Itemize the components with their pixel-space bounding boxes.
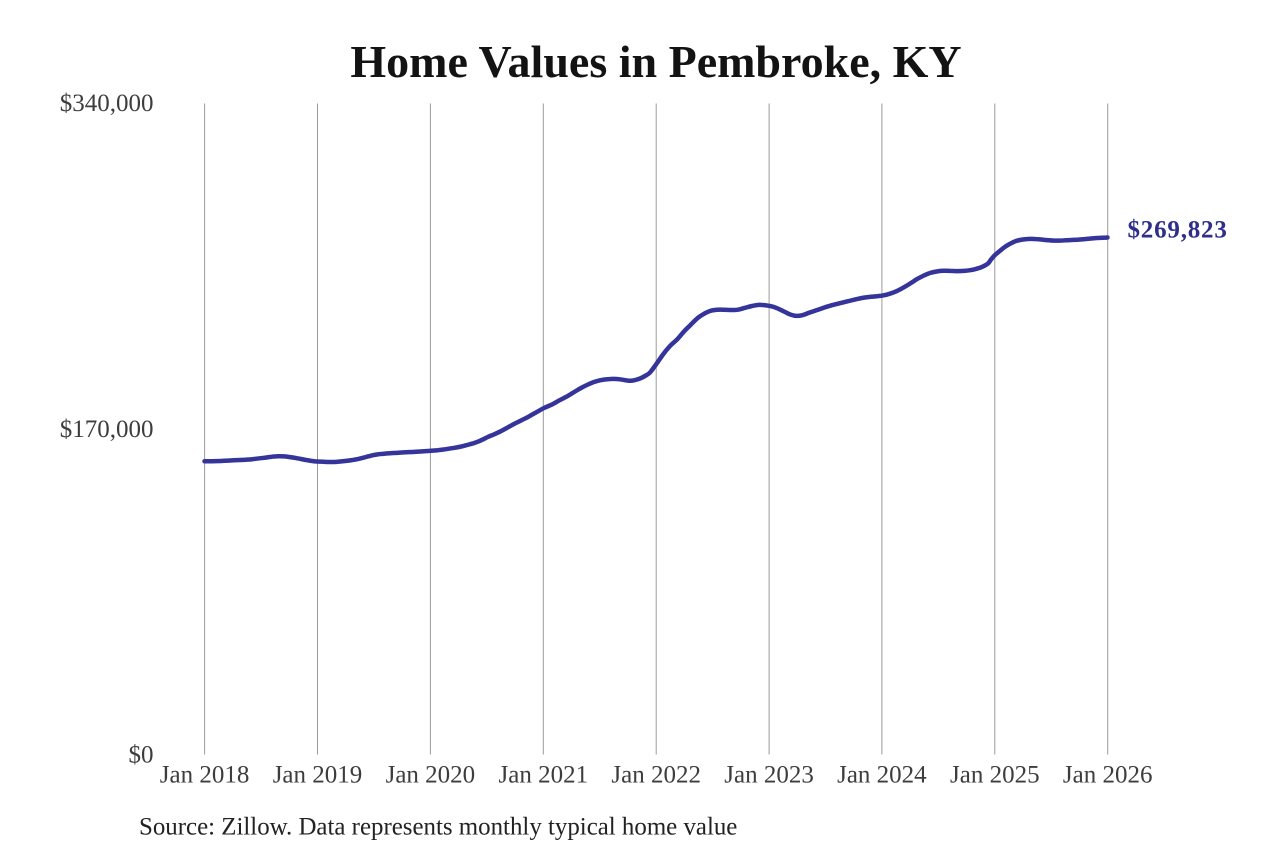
svg-text:$269,823: $269,823 — [1128, 216, 1228, 243]
svg-text:$170,000: $170,000 — [60, 416, 154, 443]
svg-text:Source: Zillow. Data represent: Source: Zillow. Data represents monthly … — [139, 813, 737, 840]
svg-text:$340,000: $340,000 — [60, 90, 154, 117]
svg-text:Jan 2019: Jan 2019 — [273, 761, 363, 788]
svg-text:Jan 2023: Jan 2023 — [724, 761, 814, 788]
svg-text:Jan 2024: Jan 2024 — [837, 761, 927, 788]
svg-text:Jan 2021: Jan 2021 — [499, 761, 589, 788]
svg-text:Home Values in Pembroke, KY: Home Values in Pembroke, KY — [350, 36, 961, 87]
svg-text:Jan 2026: Jan 2026 — [1063, 761, 1153, 788]
svg-text:Jan 2025: Jan 2025 — [950, 761, 1040, 788]
svg-text:$0: $0 — [129, 741, 154, 768]
svg-text:Jan 2022: Jan 2022 — [611, 761, 701, 788]
svg-text:Jan 2020: Jan 2020 — [386, 761, 476, 788]
svg-text:Jan 2018: Jan 2018 — [160, 761, 250, 788]
